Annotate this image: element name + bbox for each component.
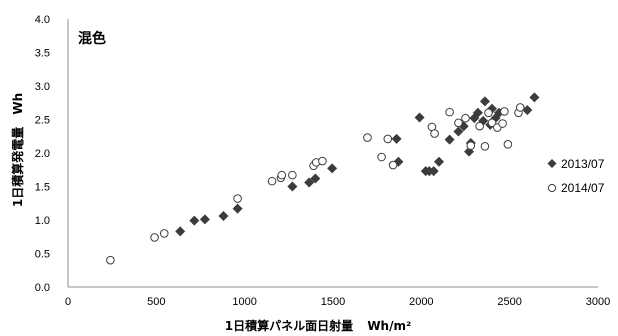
data-point-2013-07 [434, 156, 444, 167]
y-tick-label: 1.0 [35, 215, 50, 227]
data-point-2014-07 [484, 108, 493, 118]
x-tick-label: 2000 [409, 296, 433, 308]
data-point-2014-07 [480, 142, 490, 151]
data-point-2014-07 [430, 129, 439, 138]
chart-title: 混色 [78, 30, 106, 47]
data-point-2013-07 [479, 96, 490, 107]
data-point-2013-07 [232, 203, 243, 214]
y-tick-labels: 0.0 0.5 1.0 1.5 2.0 2.5 3.0 3.5 4.0 [35, 14, 50, 294]
data-point-2013-07 [175, 226, 186, 237]
x-tick-label: 0 [65, 296, 71, 308]
x-tick-label: 1500 [321, 296, 345, 308]
data-point-2013-07 [304, 177, 315, 188]
data-point-2014-07 [515, 103, 525, 112]
x-axis-label: 1日積算パネル面日射量 [225, 318, 353, 333]
y-axis-label: 1日積算発電量 [10, 127, 25, 207]
x-tick-labels: 0 500 1000 1500 2000 2500 3000 [65, 296, 610, 308]
data-point-2014-07 [159, 229, 169, 238]
data-point-2014-07 [487, 118, 497, 128]
data-point-2013-07 [453, 126, 464, 137]
data-point-2013-07 [189, 215, 200, 226]
y-tick-label: 3.0 [35, 81, 50, 93]
y-tick-label: 2.0 [35, 148, 50, 160]
y-tick-label: 3.5 [35, 48, 50, 60]
data-point-2014-07 [363, 133, 372, 142]
x-tick-label: 1000 [232, 296, 256, 308]
y-tick-label: 0.0 [35, 282, 50, 294]
data-point-2014-07 [466, 141, 476, 150]
data-point-2014-07 [503, 139, 513, 149]
data-point-2014-07 [388, 160, 398, 170]
data-point-2014-07 [318, 156, 327, 166]
legend-label-2014-07: 2014/07 [561, 181, 605, 195]
data-point-2014-07 [233, 194, 242, 203]
legend: 2013/07 2014/07 [547, 157, 605, 195]
y-tick-label: 4.0 [35, 14, 50, 26]
x-tick-label: 3000 [586, 296, 610, 308]
data-point-2013-07 [529, 92, 540, 103]
data-point-2013-07 [391, 133, 402, 144]
legend-diamond-icon [547, 159, 557, 168]
legend-circle-icon [547, 183, 557, 193]
data-point-2014-07 [288, 170, 297, 180]
data-point-2014-07 [454, 118, 463, 128]
data-point-2014-07 [106, 255, 115, 265]
legend-item-2013-07: 2013/07 [547, 157, 605, 171]
data-point-2013-07 [287, 181, 298, 192]
data-point-2014-07 [267, 176, 277, 186]
data-point-2014-07 [500, 107, 509, 116]
data-point-2014-07 [277, 170, 287, 180]
data-point-2014-07 [150, 233, 159, 242]
data-point-2013-07 [428, 166, 439, 177]
y-tick-label: 1.5 [35, 182, 50, 194]
data-point-2013-07 [444, 134, 455, 145]
data-point-2014-07 [377, 152, 386, 162]
data-point-2013-07 [472, 107, 483, 118]
y-axis-unit: Wh [11, 93, 25, 115]
data-point-2014-07 [445, 107, 454, 117]
data-point-2013-07 [414, 112, 425, 123]
x-tick-label: 500 [147, 296, 165, 308]
data-point-2014-07 [498, 119, 507, 128]
data-point-2013-07 [199, 214, 210, 225]
y-tick-label: 2.5 [35, 115, 50, 127]
legend-item-2014-07: 2014/07 [547, 181, 605, 195]
data-point-2014-07 [461, 113, 470, 123]
x-axis-unit: Wh/m² [367, 319, 411, 333]
data-point-2013-07 [327, 163, 338, 174]
data-point-2014-07 [475, 121, 484, 131]
series-2014-07 [106, 103, 525, 265]
x-axis-title: 1日積算パネル面日射量 Wh/m² [225, 318, 411, 333]
data-point-2013-07 [218, 210, 229, 221]
data-point-2013-07 [310, 173, 321, 184]
data-point-2013-07 [522, 105, 533, 116]
svg-text:1日積算発電量 Wh: 1日積算発電量 Wh [10, 93, 25, 207]
y-tick-label: 0.5 [35, 249, 50, 261]
x-tick-label: 2500 [497, 296, 521, 308]
legend-label-2013-07: 2013/07 [561, 157, 605, 171]
y-axis-title: 1日積算発電量 Wh [10, 93, 25, 207]
data-point-2014-07 [383, 134, 393, 144]
